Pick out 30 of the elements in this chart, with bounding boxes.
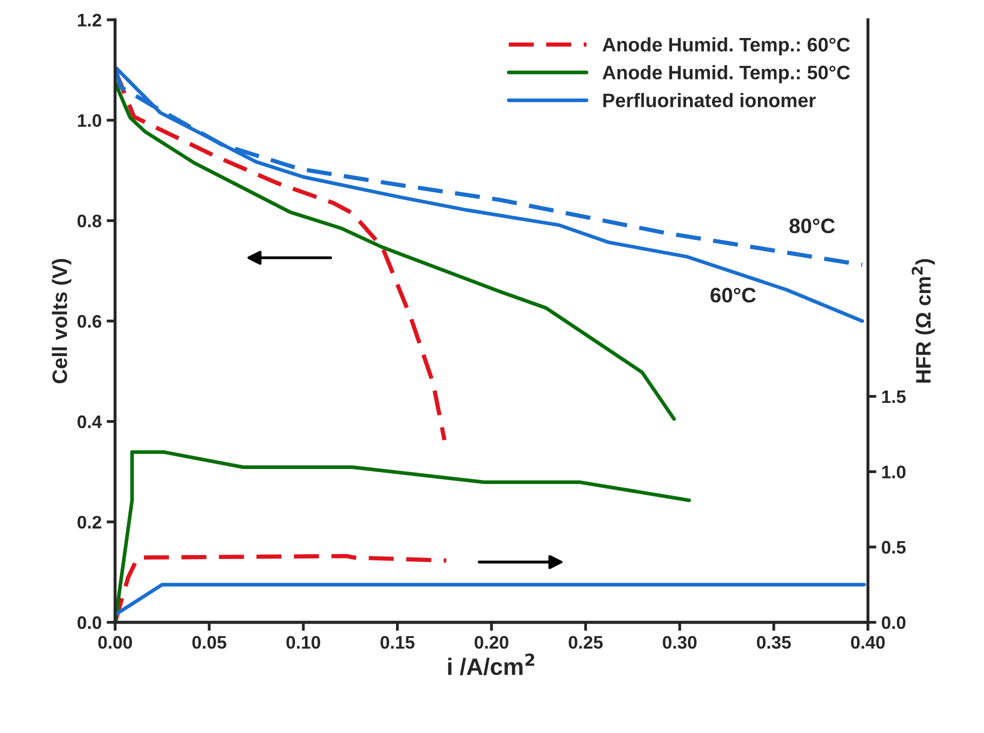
y-tick-label: 1.0 <box>78 114 102 127</box>
y-axis-title: Cell volts (V) <box>52 258 72 384</box>
y2-tick-label: 0.0 <box>882 616 906 630</box>
y-tick-label: 0.4 <box>78 415 102 428</box>
annotation: 80°C <box>790 218 835 234</box>
x-tick-label: 0.20 <box>474 636 508 649</box>
x-axis-title: i /A/cm$^{2}$ <box>448 654 534 676</box>
x-tick-label: 0.30 <box>662 636 697 649</box>
x-tick-label: 0.25 <box>568 636 603 649</box>
legend-label: Perfluorinated ionomer <box>603 92 816 108</box>
y-tick-label: 1.2 <box>78 14 102 26</box>
x-tick-label: 0.35 <box>756 636 791 649</box>
y2-tick-label: 0.5 <box>882 540 906 554</box>
y-tick-label: 0.0 <box>78 616 102 630</box>
y-tick-label: 0.2 <box>78 516 102 529</box>
line-series <box>115 450 691 622</box>
legend-label: Anode Humid. Temp.: 60°C <box>602 37 850 56</box>
y-tick-label: 0.6 <box>78 314 102 328</box>
legend-label: Anode Humid. Temp.: 50°C <box>602 65 850 84</box>
y2-axis-title: HFR (Ω cm$^{2}$) <box>912 259 935 383</box>
x-tick-label: 0.15 <box>380 636 414 649</box>
y2-tick-label: 1.5 <box>882 390 906 404</box>
line-series <box>115 554 448 622</box>
y2-tick-label: 1.0 <box>882 466 906 478</box>
x-tick-label: 0.40 <box>851 636 885 649</box>
x-tick-label: 0.00 <box>98 636 132 649</box>
x-tick-label: 0.10 <box>286 636 320 649</box>
x-tick-label: 0.05 <box>192 636 226 649</box>
y-tick-label: 0.8 <box>78 214 102 228</box>
annotation: 60°C <box>710 288 756 303</box>
